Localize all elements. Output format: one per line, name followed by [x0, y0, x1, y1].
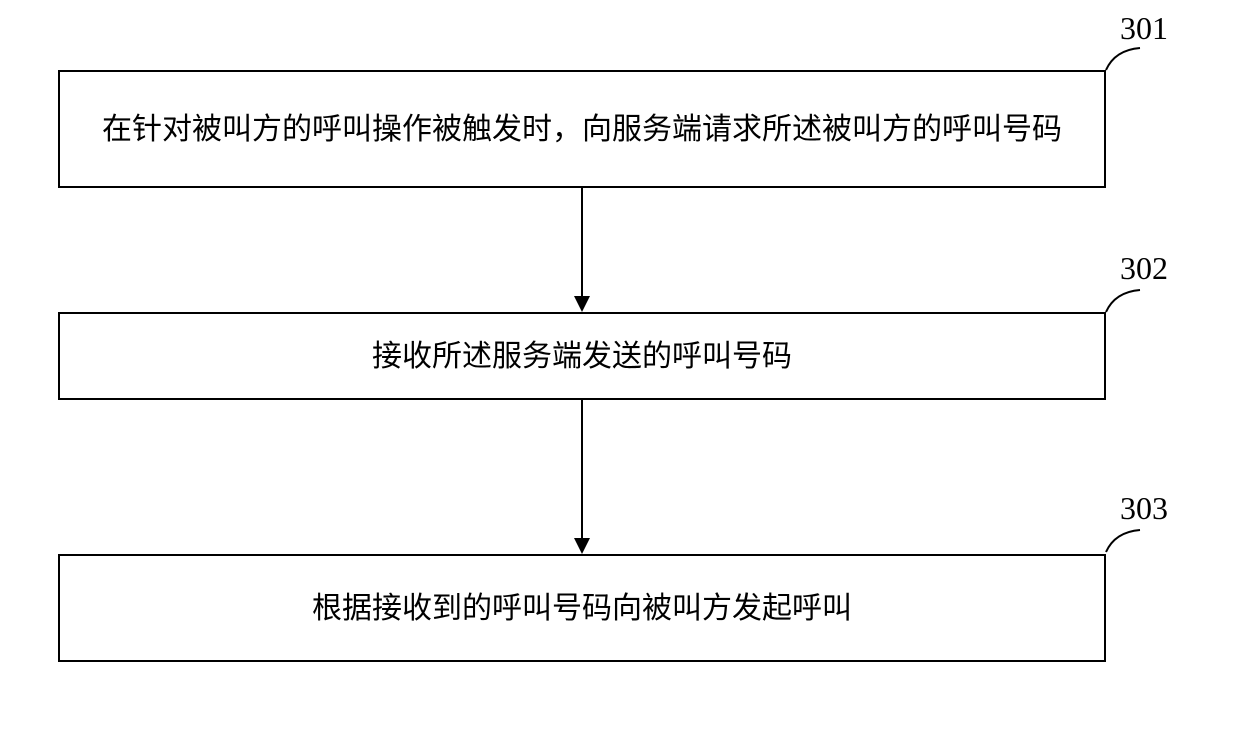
step-1-text: 在针对被叫方的呼叫操作被触发时，向服务端请求所述被叫方的呼叫号码 — [102, 107, 1062, 152]
step-2-label: 302 — [1120, 250, 1168, 287]
step-2-text: 接收所述服务端发送的呼叫号码 — [372, 334, 792, 379]
flowchart-step-1: 在针对被叫方的呼叫操作被触发时，向服务端请求所述被叫方的呼叫号码 — [58, 70, 1106, 188]
step-1-label: 301 — [1120, 10, 1168, 47]
arrow-2-to-3 — [570, 400, 594, 556]
flowchart-step-3: 根据接收到的呼叫号码向被叫方发起呼叫 — [58, 554, 1106, 662]
arrow-1-to-2 — [570, 188, 594, 314]
flowchart-step-2: 接收所述服务端发送的呼叫号码 — [58, 312, 1106, 400]
flowchart-container: 在针对被叫方的呼叫操作被触发时，向服务端请求所述被叫方的呼叫号码 301 接收所… — [0, 0, 1240, 753]
step-3-text: 根据接收到的呼叫号码向被叫方发起呼叫 — [312, 586, 852, 631]
step-3-label: 303 — [1120, 490, 1168, 527]
